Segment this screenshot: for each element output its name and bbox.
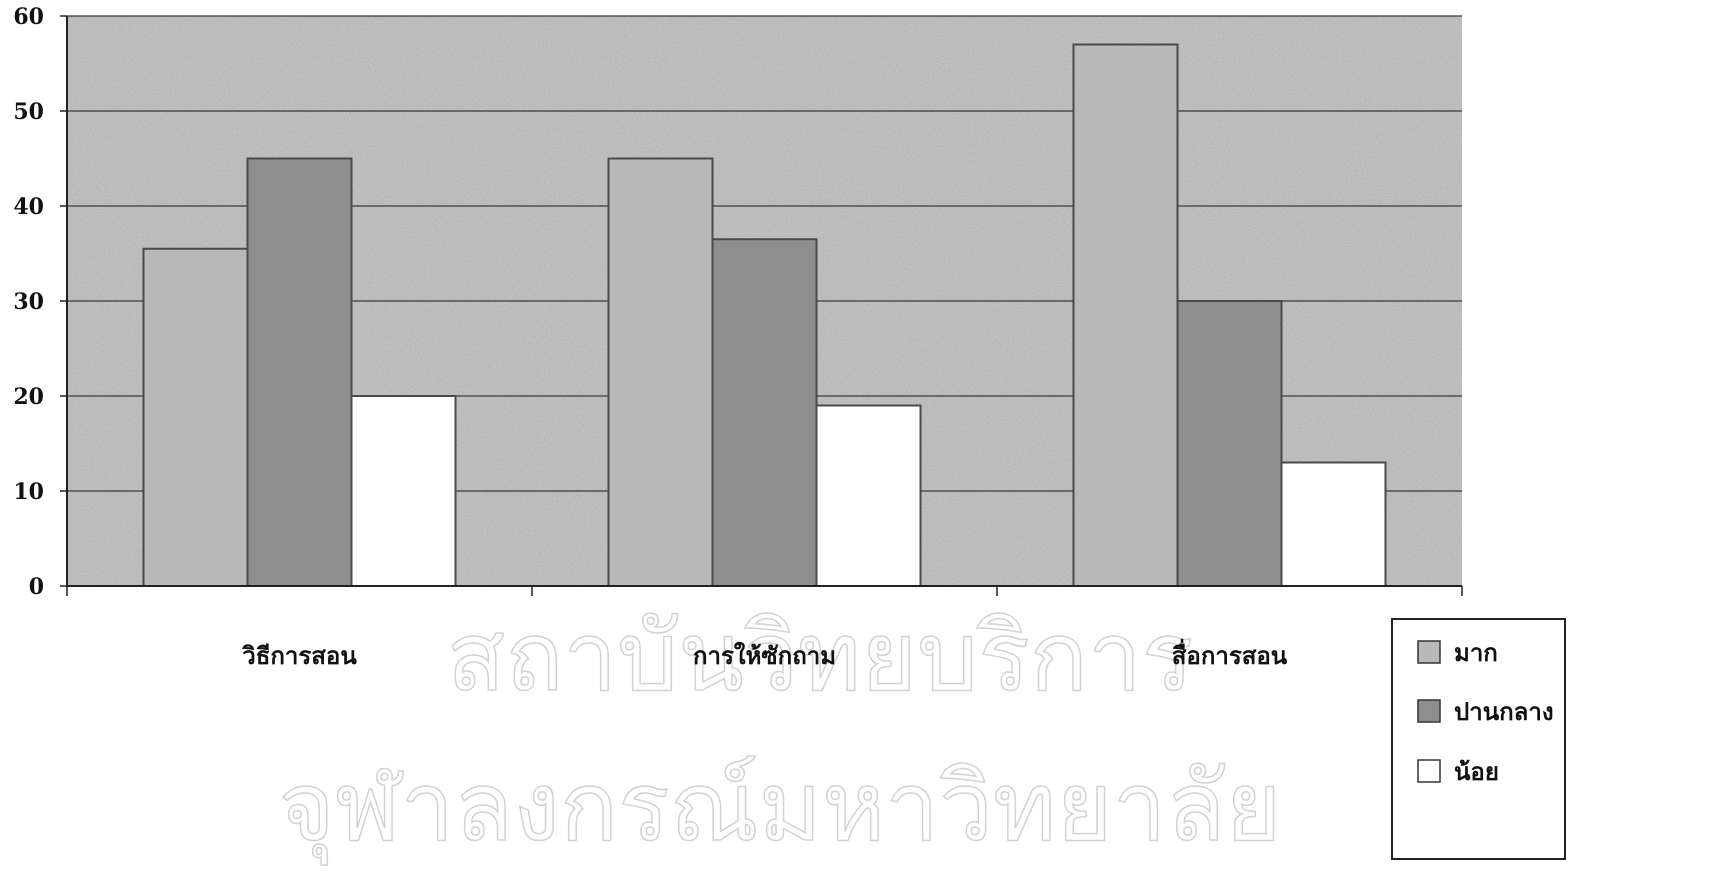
- x-category-label: วิธีการสอน: [242, 641, 358, 670]
- legend-label-mak: มาก: [1454, 638, 1498, 667]
- x-axis-category-labels: วิธีการสอน การให้ซักถาม สื่อการสอน: [242, 638, 1288, 670]
- x-category-label: การให้ซักถาม: [693, 641, 836, 670]
- bar: [607, 157, 714, 587]
- y-axis-tick-labels: 0 10 20 30 40 50 60: [13, 4, 44, 600]
- y-tick-label: 40: [13, 194, 44, 220]
- y-tick-label: 60: [13, 4, 44, 30]
- y-tick-label: 10: [13, 479, 44, 505]
- bar: [142, 247, 249, 587]
- bar: [246, 157, 353, 587]
- y-tick-label: 50: [13, 99, 44, 125]
- x-category-label: สื่อการสอน: [1172, 638, 1288, 670]
- legend-label-pankhlang: ปานกลาง: [1454, 697, 1554, 726]
- legend-swatch-noi: [1417, 759, 1441, 783]
- bar: [815, 404, 922, 587]
- y-tick-label: 20: [13, 384, 44, 410]
- y-tick-label: 0: [29, 574, 44, 600]
- bar: [350, 395, 457, 587]
- watermark: สถาบันวิทยบริการ จุฬาลงกรณ์มหาวิทยาลัย: [278, 30, 1282, 867]
- bar: [711, 238, 818, 587]
- axes: [60, 15, 1463, 596]
- bar: [1176, 300, 1283, 587]
- bar: [1072, 43, 1179, 587]
- bars: [142, 43, 1387, 587]
- legend-label-noi: น้อย: [1454, 757, 1499, 786]
- watermark-line-1: สถาบันวิทยบริการ: [447, 601, 1194, 713]
- legend: มาก ปานกลาง น้อย: [1391, 618, 1566, 860]
- watermark-line-2: จุฬาลงกรณ์มหาวิทยาลัย: [278, 751, 1281, 866]
- legend-swatch-pankhlang: [1417, 699, 1441, 723]
- y-tick-label: 30: [13, 289, 44, 315]
- bar: [1280, 461, 1387, 587]
- legend-swatch-mak: [1417, 640, 1441, 664]
